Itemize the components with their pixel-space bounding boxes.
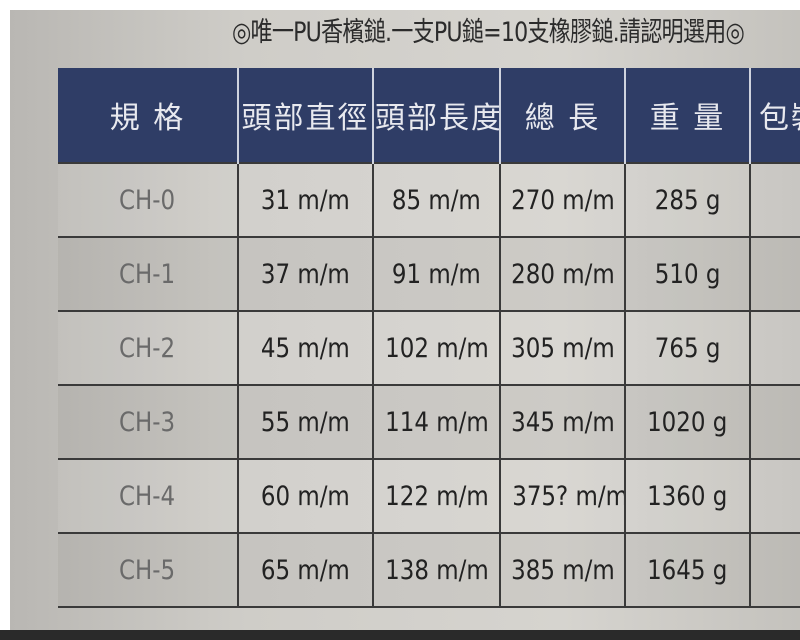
table-row: CH-2 45 m/m 102 m/m 305 m/m 765 g (58, 310, 800, 385)
cell-text: 91 m/m (392, 258, 481, 290)
table-cell: 85 m/m (373, 162, 501, 237)
column-header: 頭部長度 (373, 68, 501, 163)
table-cell: 55 m/m (238, 384, 374, 459)
table-cell: CH-1 (58, 236, 239, 311)
cell-text: 114 m/m (384, 406, 489, 438)
table-cell (750, 310, 800, 385)
cell-text: 765 g (654, 332, 721, 364)
column-header: 總 長 (500, 68, 626, 163)
table-cell (750, 162, 800, 237)
table-cell: 102 m/m (373, 310, 501, 385)
table-cell (750, 458, 800, 533)
table-cell: 345 m/m (500, 384, 626, 459)
table-cell: 65 m/m (238, 532, 374, 608)
table-cell: 1645 g (625, 532, 751, 608)
column-header: 規 格 (58, 68, 239, 163)
table-cell (750, 236, 800, 311)
table-cell (750, 532, 800, 608)
table-row: CH-4 60 m/m 122 m/m 375? m/m 1360 g (58, 458, 800, 533)
cell-text: 510 g (654, 258, 721, 290)
table-cell: CH-2 (58, 310, 239, 385)
table-row: CH-5 65 m/m 138 m/m 385 m/m 1645 g (58, 532, 800, 608)
table-row: CH-3 55 m/m 114 m/m 345 m/m 1020 g (58, 384, 800, 459)
table-cell: CH-3 (58, 384, 239, 459)
table-cell: 280 m/m (500, 236, 626, 311)
table-cell: 270 m/m (500, 162, 626, 237)
table-cell: CH-5 (58, 532, 239, 608)
cell-text: 55 m/m (261, 406, 350, 438)
table-cell: 1360 g (625, 458, 751, 533)
cell-text: 1360 g (647, 480, 728, 512)
column-header: 頭部直徑 (238, 68, 374, 163)
cell-text: 60 m/m (261, 480, 350, 512)
table-cell: CH-4 (58, 458, 239, 533)
cell-text: 385 m/m (511, 554, 615, 586)
table-cell (750, 384, 800, 459)
table-row: CH-1 37 m/m 91 m/m 280 m/m 510 g (58, 236, 800, 311)
table-cell: 31 m/m (238, 162, 374, 237)
table-cell: 45 m/m (238, 310, 374, 385)
column-header: 重 量 (625, 68, 751, 163)
cell-text: 1645 g (647, 554, 728, 586)
table-cell: 285 g (625, 162, 751, 237)
cell-text: 280 m/m (511, 258, 615, 290)
cell-text: 37 m/m (261, 258, 350, 290)
cell-text: 102 m/m (384, 332, 489, 364)
notice-text: ◎唯一PU香檳鎚.一支PU鎚=10支橡膠鎚.請認明選用◎ (232, 17, 745, 48)
table-cell: 138 m/m (373, 532, 501, 608)
table-cell: 91 m/m (373, 236, 501, 311)
cell-text: CH-3 (119, 406, 176, 438)
cell-text: 122 m/m (384, 480, 489, 512)
table-cell: 37 m/m (238, 236, 374, 311)
cell-text: 270 m/m (511, 184, 615, 216)
cell-text: 375? m/m (512, 480, 625, 512)
cell-text: 31 m/m (261, 184, 350, 216)
column-header: 包裝 (750, 68, 800, 163)
cell-text: 345 m/m (511, 406, 615, 438)
cell-text: CH-2 (119, 332, 176, 364)
cell-text: 1020 g (647, 406, 728, 438)
cell-text: 45 m/m (261, 332, 350, 364)
cell-text: 85 m/m (392, 184, 481, 216)
cell-text: 305 m/m (511, 332, 615, 364)
table-cell: 1020 g (625, 384, 751, 459)
table-cell: 765 g (625, 310, 751, 385)
cell-text: CH-5 (119, 554, 176, 586)
table-cell: 510 g (625, 236, 751, 311)
cell-text: 285 g (654, 184, 721, 216)
table-cell: 305 m/m (500, 310, 626, 385)
background-edge (0, 630, 800, 640)
cell-text: CH-0 (119, 184, 176, 216)
cell-text: CH-4 (119, 480, 176, 512)
cell-text: CH-1 (119, 258, 176, 290)
table-row: CH-0 31 m/m 85 m/m 270 m/m 285 g (58, 162, 800, 237)
table-cell: CH-0 (58, 162, 239, 237)
table-cell: 114 m/m (373, 384, 501, 459)
cell-text: 138 m/m (384, 554, 489, 586)
table-cell: 385 m/m (500, 532, 626, 608)
table-cell: 60 m/m (238, 458, 374, 533)
table-cell: 122 m/m (373, 458, 501, 533)
cell-text: 65 m/m (261, 554, 350, 586)
table-cell: 375? m/m (500, 458, 626, 533)
